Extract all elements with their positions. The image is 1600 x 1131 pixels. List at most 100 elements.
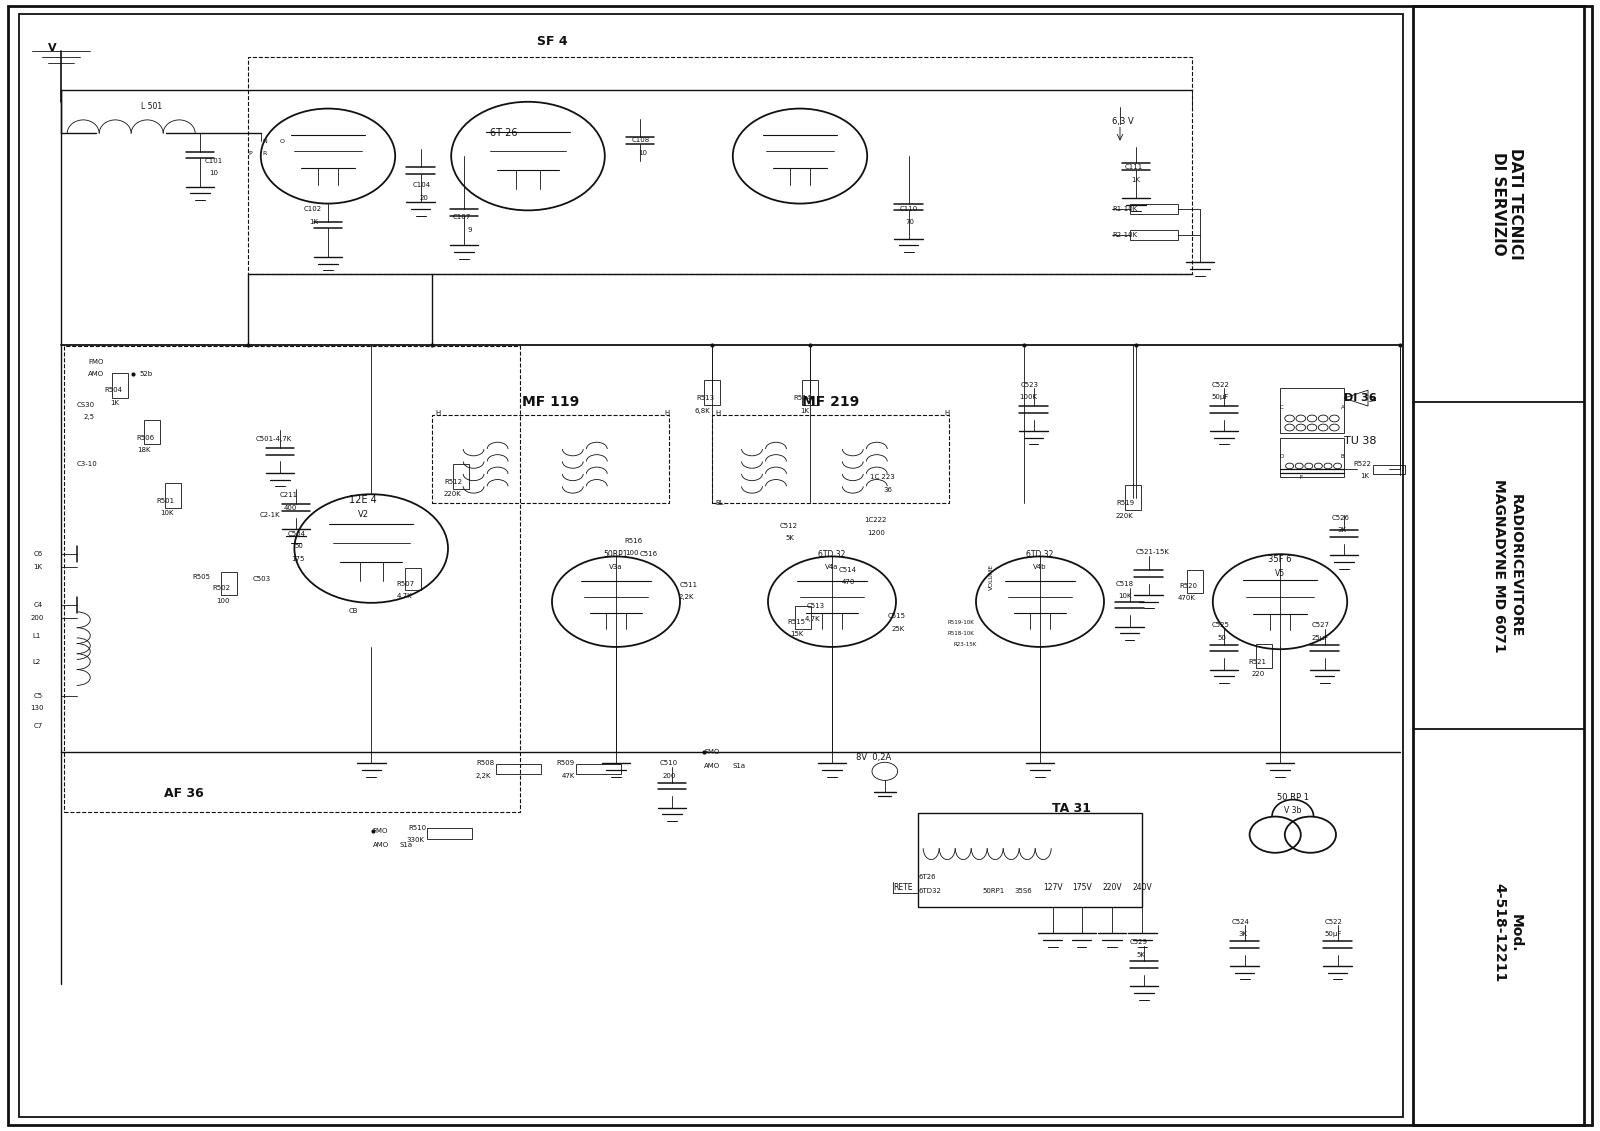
Bar	[1187, 570, 1203, 593]
Text: C510: C510	[659, 760, 677, 767]
Text: R506: R506	[136, 434, 154, 441]
Text: R521: R521	[1248, 658, 1266, 665]
Text: Mod.
4-518-12211: Mod. 4-518-12211	[1493, 883, 1522, 983]
Text: AF 36: AF 36	[165, 787, 203, 801]
Text: 220V: 220V	[1102, 883, 1122, 892]
Text: R519: R519	[1117, 500, 1134, 507]
Text: C104: C104	[413, 182, 430, 189]
Bar	[432, 415, 669, 503]
Text: V2: V2	[358, 510, 370, 519]
Text: R515: R515	[787, 619, 805, 625]
Text: TU 38: TU 38	[1344, 437, 1376, 446]
Text: 1200: 1200	[867, 529, 885, 536]
Text: C211: C211	[280, 492, 298, 499]
Text: B: B	[1341, 455, 1344, 459]
Text: 6T 26: 6T 26	[490, 129, 518, 138]
Text: C111: C111	[1125, 164, 1142, 171]
Text: 220K: 220K	[1115, 512, 1133, 519]
Bar	[165, 483, 181, 508]
Text: 1K: 1K	[34, 563, 43, 570]
Text: C511: C511	[680, 581, 698, 588]
Text: C523: C523	[1021, 381, 1038, 388]
Text: 220K: 220K	[443, 491, 461, 498]
Text: 175: 175	[291, 555, 304, 562]
Text: V4b: V4b	[1034, 563, 1046, 570]
Bar	[19, 14, 1403, 1117]
Text: R507: R507	[397, 580, 414, 587]
Text: H: H	[664, 409, 669, 416]
Text: 2,2K: 2,2K	[678, 594, 694, 601]
Text: 50RP1: 50RP1	[982, 888, 1005, 895]
Text: C101: C101	[205, 157, 222, 164]
Text: A: A	[1341, 405, 1344, 409]
Text: R510: R510	[408, 824, 426, 831]
Bar	[221, 572, 237, 595]
Text: R505: R505	[192, 573, 210, 580]
Text: C3-10: C3-10	[77, 460, 98, 467]
Text: 100K: 100K	[1019, 394, 1037, 400]
Text: C516: C516	[640, 551, 658, 558]
Text: R514: R514	[794, 395, 811, 402]
Text: C6: C6	[34, 551, 43, 558]
Text: 5K: 5K	[1136, 951, 1146, 958]
Text: CB: CB	[349, 607, 358, 614]
Text: C7: C7	[34, 723, 43, 729]
Text: C522: C522	[1211, 381, 1229, 388]
Text: FMO: FMO	[88, 359, 104, 365]
Text: 6TD 32: 6TD 32	[1026, 550, 1054, 559]
Text: 1K: 1K	[1360, 473, 1370, 480]
Text: L1: L1	[32, 632, 40, 639]
Text: 1K: 1K	[110, 399, 120, 406]
Text: 35S6: 35S6	[1014, 888, 1032, 895]
Text: 240V: 240V	[1133, 883, 1152, 892]
Text: RETE: RETE	[893, 883, 912, 892]
Text: 3K: 3K	[1338, 527, 1347, 534]
Text: D: D	[1280, 455, 1285, 459]
Text: L 501: L 501	[141, 102, 162, 111]
Bar	[576, 765, 621, 774]
Text: C524: C524	[1232, 918, 1250, 925]
Text: C522: C522	[1325, 918, 1342, 925]
Text: AMO: AMO	[373, 841, 389, 848]
Text: C529: C529	[1130, 939, 1147, 946]
Text: R501: R501	[157, 498, 174, 504]
Bar	[1280, 388, 1344, 433]
Text: 50μF: 50μF	[1325, 931, 1342, 938]
Bar	[1130, 205, 1178, 215]
Text: TA 31: TA 31	[1053, 802, 1091, 815]
Text: C504: C504	[288, 530, 306, 537]
Text: L2: L2	[32, 658, 40, 665]
Text: 15K: 15K	[790, 631, 803, 638]
Text: V4a: V4a	[826, 563, 838, 570]
Text: 25μF: 25μF	[1312, 634, 1330, 641]
Text: BL: BL	[715, 500, 723, 507]
Text: 1K: 1K	[309, 218, 318, 225]
Text: 1C222: 1C222	[864, 517, 886, 524]
Text: 2,5: 2,5	[83, 414, 94, 421]
Text: 52b: 52b	[139, 371, 152, 378]
Text: 5K: 5K	[786, 535, 795, 542]
Text: V5: V5	[1275, 569, 1285, 578]
Text: 100: 100	[626, 550, 638, 556]
Text: 1K: 1K	[1131, 176, 1141, 183]
Text: 470K: 470K	[1178, 595, 1195, 602]
Text: 6,8K: 6,8K	[694, 407, 710, 414]
Bar	[427, 828, 472, 839]
Bar	[712, 415, 949, 503]
Text: R: R	[262, 152, 267, 156]
Text: C102: C102	[304, 206, 322, 213]
Text: O: O	[280, 139, 285, 144]
Text: C4: C4	[34, 602, 43, 608]
Text: 10: 10	[210, 170, 219, 176]
Bar	[144, 420, 160, 444]
Text: 470: 470	[842, 579, 854, 586]
Text: C527: C527	[1312, 622, 1330, 629]
Bar	[802, 380, 818, 405]
Text: 20: 20	[419, 195, 429, 201]
Text: H: H	[435, 409, 440, 416]
Bar	[1130, 230, 1178, 240]
Text: 6,3 V: 6,3 V	[1112, 116, 1134, 126]
Text: R518-10K: R518-10K	[947, 631, 974, 636]
Text: C503: C503	[253, 576, 270, 582]
Bar	[795, 606, 811, 629]
